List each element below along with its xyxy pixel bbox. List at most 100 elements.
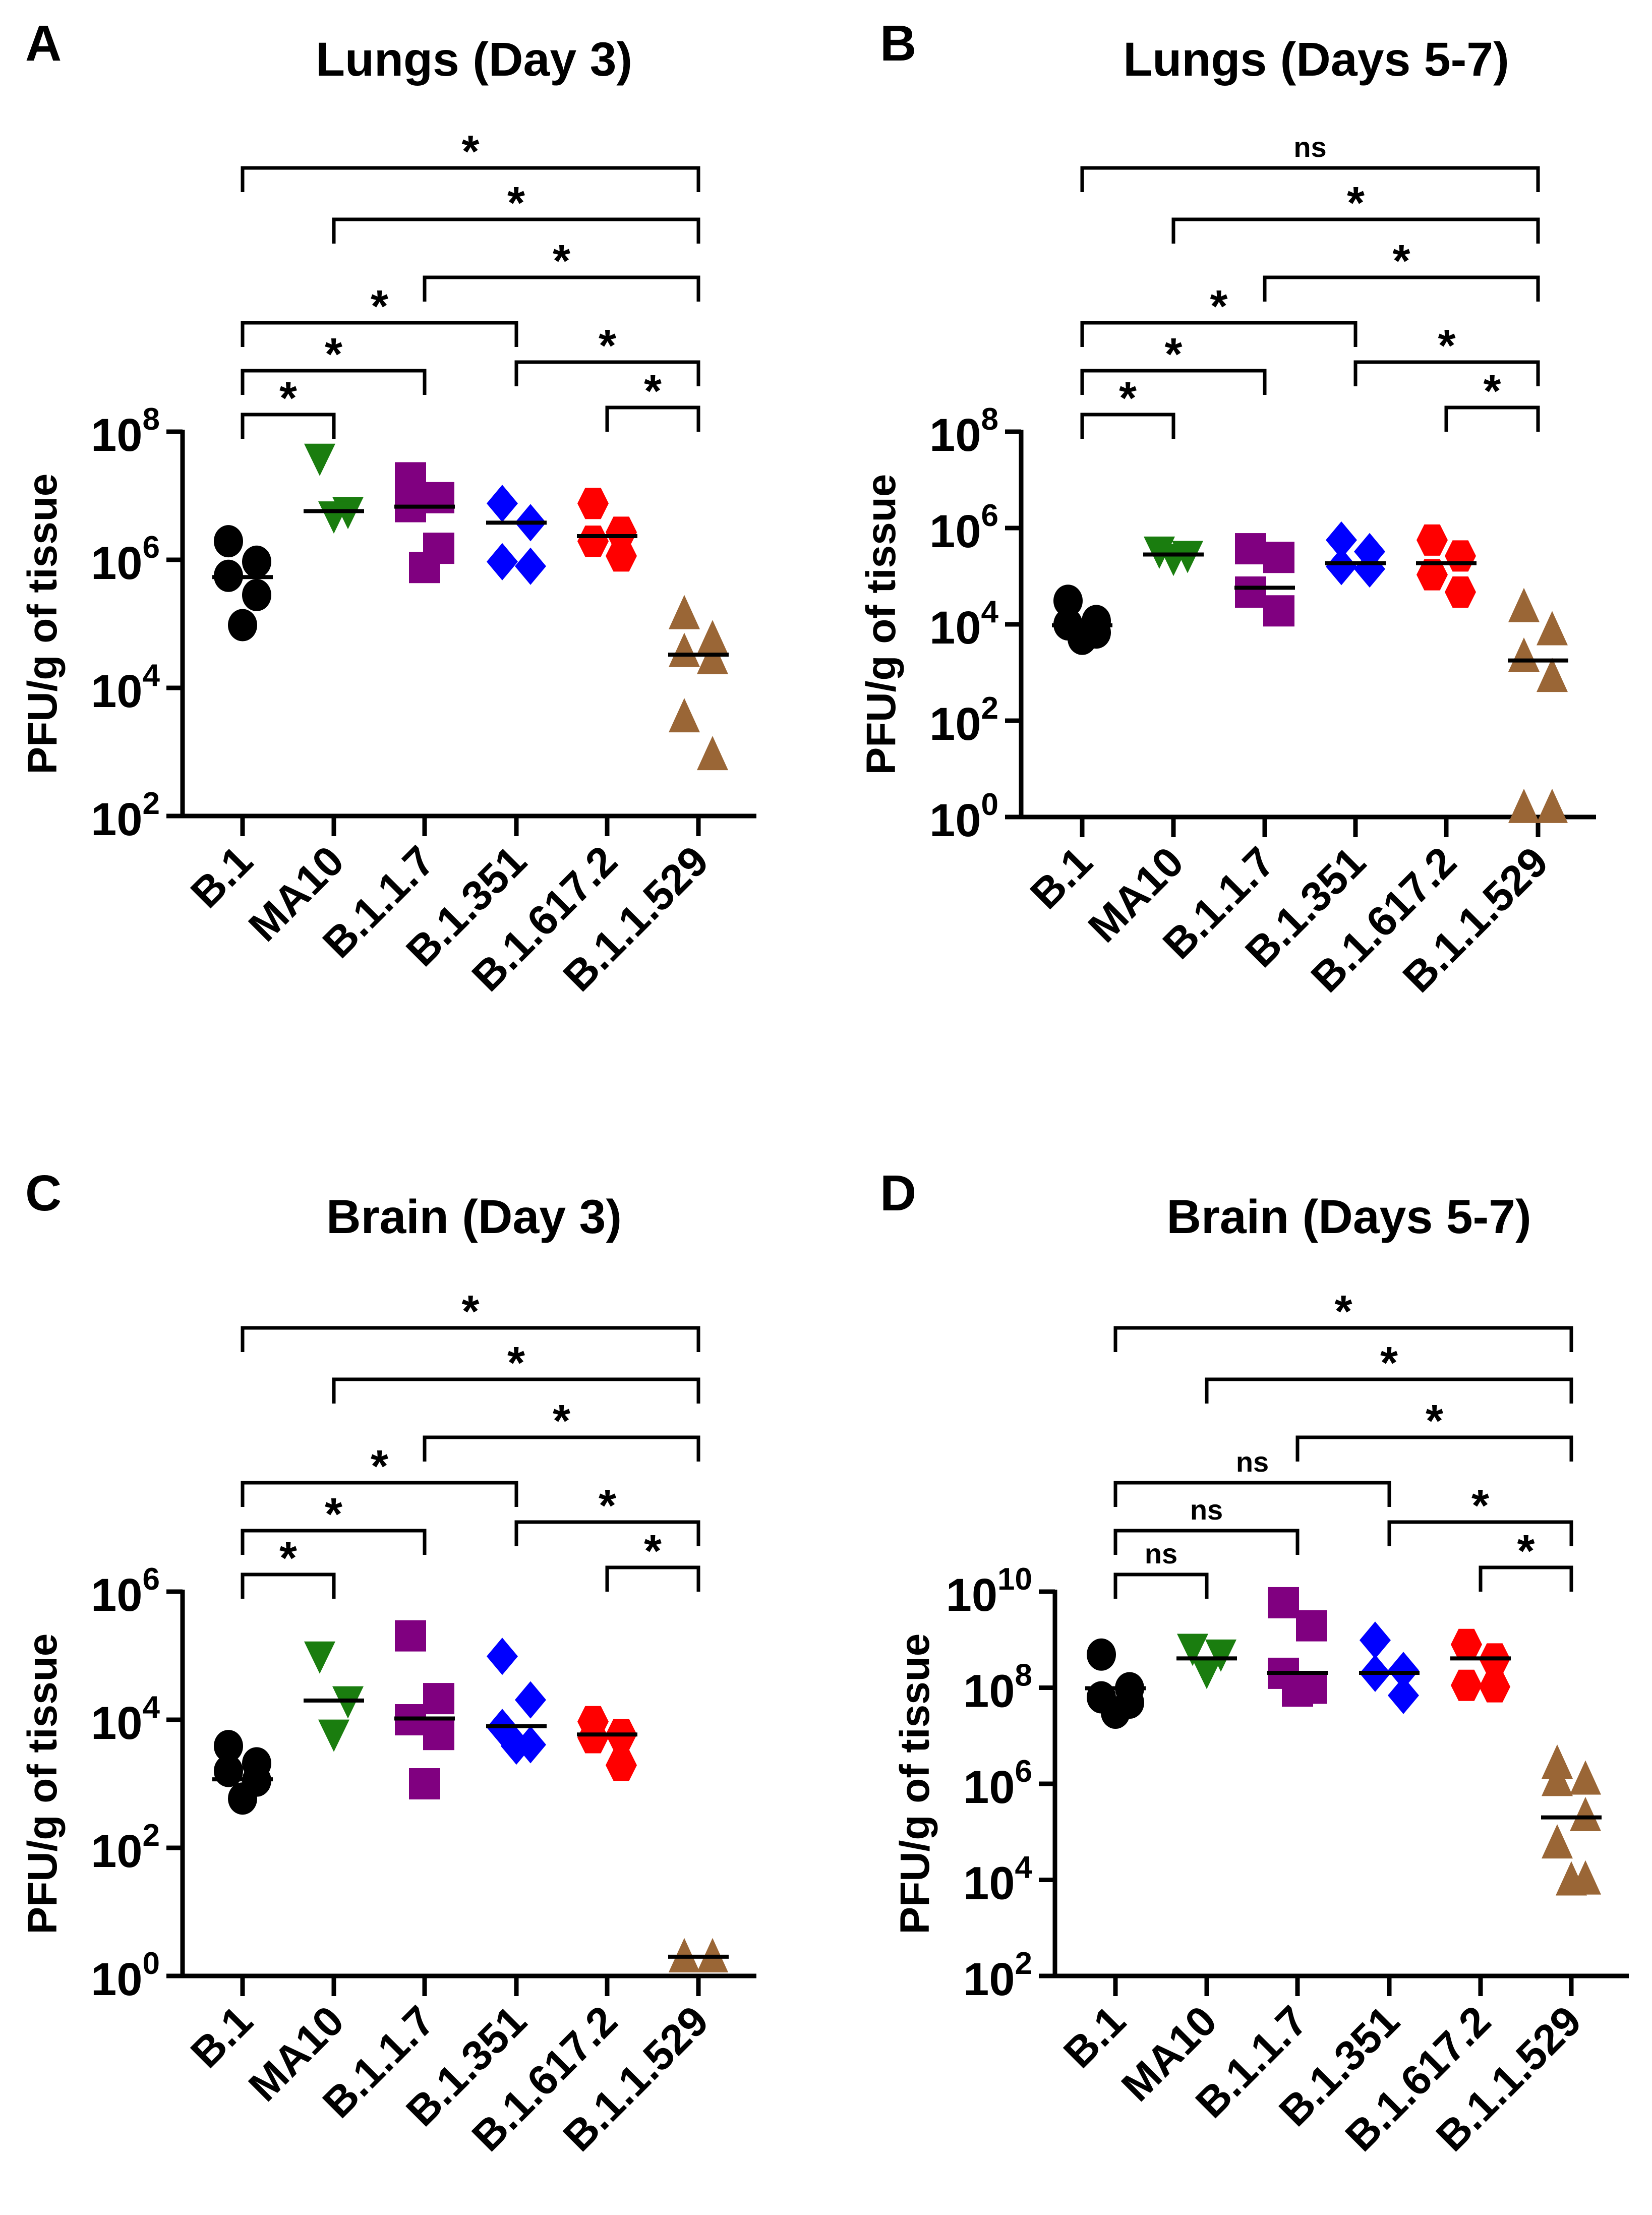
data-point-ma10 <box>304 1641 335 1674</box>
data-point-ma10 <box>1205 1639 1236 1672</box>
data-point-b-1-617-2 <box>577 1722 609 1754</box>
significance-bracket <box>241 413 336 439</box>
y-tick-label: 108 <box>929 402 998 461</box>
data-point-b-1-1-7 <box>1263 542 1294 573</box>
data-point-b-1 <box>242 578 271 611</box>
data-point-b-1-1-529 <box>1542 1762 1573 1796</box>
panel-d: D Brain (Days 5-7) PFU/g of tissue 102 104 10… <box>880 1165 1629 2160</box>
significance-label: * <box>461 1287 479 1337</box>
x-tick-label: B.1 <box>182 837 262 917</box>
y-tick-label: 108 <box>963 1658 1032 1717</box>
significance-bracket <box>241 369 427 395</box>
data-point-b-1 <box>242 545 271 578</box>
significance-label: * <box>553 236 570 286</box>
significance-bracket <box>1263 275 1540 302</box>
data-point-b-1 <box>214 1755 243 1787</box>
significance-label: ns <box>1145 1538 1177 1569</box>
y-tick-label: 104 <box>929 595 998 654</box>
data-point-b-1-351 <box>1326 521 1357 559</box>
y-tick-label: 108 <box>91 402 160 461</box>
y-axis-label: PFU/g of tissue <box>892 1634 938 1935</box>
y-tick-label: 102 <box>929 691 998 750</box>
significance-label: * <box>507 1338 525 1388</box>
significance-bracket <box>1080 413 1175 439</box>
data-point-b-1 <box>228 1782 257 1815</box>
data-point-b-1-1-529 <box>697 620 728 655</box>
significance-bracket <box>1080 166 1540 192</box>
data-point-b-1-1-7 <box>395 1620 426 1652</box>
data-point-b-1-617-2 <box>606 516 637 548</box>
y-tick-label: 104 <box>91 658 160 717</box>
significance-bracket <box>1113 1481 1391 1507</box>
significance-bracket <box>332 217 700 244</box>
significance-bracket <box>332 1377 700 1404</box>
y-tick-label: 106 <box>91 1562 160 1621</box>
data-point-b-1-351 <box>1326 548 1357 586</box>
data-point-b-1-1-7 <box>1296 1610 1327 1642</box>
panel-a: A Lungs (Day 3) PFU/g of tissue 102 104 106 10… <box>20 15 756 1000</box>
data-point-b-1-617-2 <box>1451 1669 1482 1701</box>
data-point-b-1-1-529 <box>669 632 700 667</box>
significance-bracket <box>1353 360 1540 386</box>
data-point-b-1-351 <box>487 485 518 522</box>
y-tick-label: 102 <box>91 786 160 845</box>
panel-b: B Lungs (Days 5-7) PFU/g of tissue 100 102 10… <box>858 15 1596 1001</box>
data-point-b-1-1-529 <box>1508 788 1540 823</box>
significance-bracket <box>1080 321 1358 347</box>
data-point-b-1 <box>1053 585 1083 617</box>
data-point-b-1 <box>1068 622 1097 655</box>
significance-label: * <box>1334 1287 1352 1337</box>
significance-label: * <box>279 1533 297 1584</box>
significance-label: * <box>644 1526 662 1577</box>
data-point-ma10 <box>1177 1634 1208 1666</box>
significance-bracket <box>241 1572 336 1599</box>
significance-bracket <box>1171 217 1540 244</box>
significance-bracket <box>514 1520 700 1546</box>
data-point-b-1-617-2 <box>606 540 637 572</box>
significance-bracket <box>1479 1565 1573 1592</box>
significance-bracket <box>241 321 518 347</box>
data-point-b-1-351 <box>501 1727 532 1765</box>
data-point-b-1-351 <box>487 1638 518 1675</box>
y-tick-label: 106 <box>929 498 998 557</box>
significance-bracket <box>1113 1326 1573 1352</box>
data-point-b-1-1-529 <box>1508 637 1540 672</box>
data-point-b-1 <box>1087 1638 1116 1671</box>
y-tick-label: 100 <box>91 1946 160 2005</box>
significance-bracket <box>1387 1520 1573 1546</box>
chart-title: Lungs (Days 5-7) <box>1123 33 1509 86</box>
data-point-b-1-617-2 <box>1479 1671 1510 1703</box>
significance-bracket <box>1205 1377 1573 1404</box>
data-point-b-1-351 <box>515 1681 546 1719</box>
significance-label: * <box>371 1441 388 1492</box>
data-point-b-1-1-529 <box>697 639 728 674</box>
significance-bracket <box>241 1326 700 1352</box>
significance-label: * <box>1164 329 1182 380</box>
significance-label: * <box>1392 236 1410 286</box>
data-point-b-1-1-529 <box>1570 1796 1601 1831</box>
x-tick-label: B.1 <box>1021 838 1101 918</box>
data-point-b-1-617-2 <box>577 488 609 519</box>
significance-label: * <box>507 178 525 228</box>
significance-bracket <box>423 275 700 302</box>
significance-label: * <box>1210 281 1227 332</box>
data-point-b-1 <box>214 525 243 558</box>
data-point-b-1-1-7 <box>1263 595 1294 627</box>
significance-label: ns <box>1190 1494 1223 1526</box>
data-point-b-1-1-7 <box>395 462 426 494</box>
y-axis-label: PFU/g of tissue <box>20 1634 66 1935</box>
data-point-b-1-617-2 <box>606 1750 637 1781</box>
data-point-b-1-1-529 <box>669 698 700 733</box>
significance-label: ns <box>1293 131 1326 163</box>
data-point-ma10 <box>304 443 335 476</box>
data-point-b-1 <box>1101 1697 1130 1729</box>
data-point-b-1-351 <box>1388 1652 1419 1689</box>
panel-letter: D <box>880 1165 916 1221</box>
significance-label: * <box>644 366 662 417</box>
significance-label: * <box>279 373 297 424</box>
data-point-b-1-1-529 <box>697 736 728 771</box>
panel-letter: A <box>25 15 62 72</box>
significance-label: * <box>461 127 479 177</box>
data-point-b-1-1-529 <box>1542 1744 1573 1779</box>
data-point-b-1-351 <box>1354 550 1385 588</box>
